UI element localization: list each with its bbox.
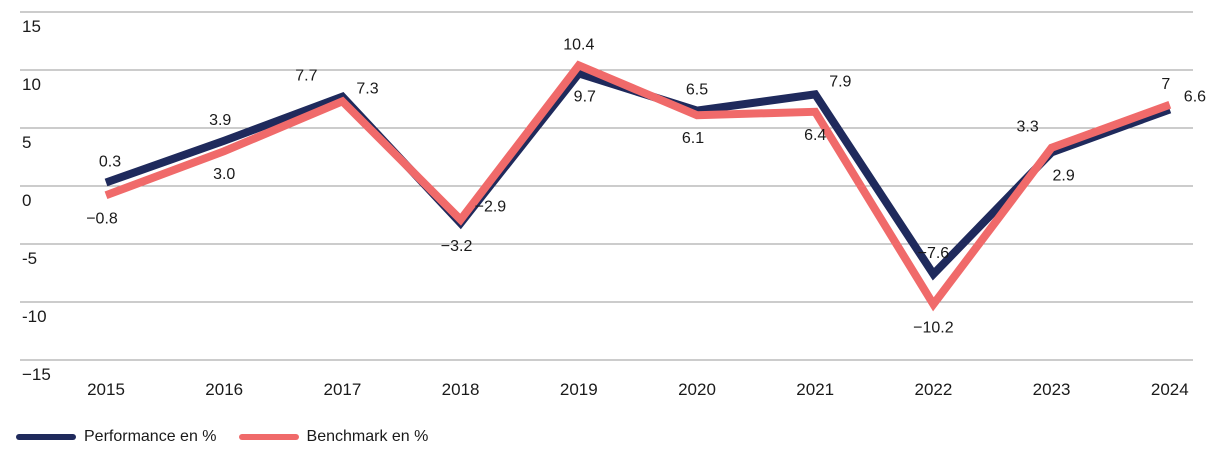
- x-tick-label: 2023: [1033, 380, 1071, 399]
- y-tick-label: -10: [22, 307, 47, 326]
- legend-item-benchmark: Benchmark en %: [238, 428, 429, 446]
- data-label-benchmark: 6.4: [804, 127, 826, 144]
- data-label-benchmark: 6.1: [682, 130, 704, 147]
- data-label-benchmark: 3.3: [1016, 119, 1038, 136]
- y-tick-label: 0: [22, 191, 31, 210]
- series-lines: [104, 60, 1172, 312]
- x-tick-label: 2021: [796, 380, 834, 399]
- data-label-benchmark: −2.9: [475, 199, 507, 216]
- y-tick-label: 5: [22, 133, 31, 152]
- x-tick-label: 2018: [442, 380, 480, 399]
- x-axis-ticks: 2015 2016 2017 2018 2019 2020 2021 2022 2023 2024: [87, 380, 1189, 399]
- data-label-performance: −3.2: [441, 238, 473, 255]
- x-tick-label: 2017: [323, 380, 361, 399]
- x-tick-label: 2024: [1151, 380, 1189, 399]
- data-label-benchmark: 10.4: [563, 36, 594, 53]
- data-label-benchmark: 3.0: [213, 166, 235, 183]
- legend-swatch-benchmark: [238, 434, 299, 440]
- x-tick-label: 2019: [560, 380, 598, 399]
- data-label-performance: 6.6: [1184, 88, 1206, 105]
- gridlines: [20, 11, 1193, 361]
- legend-label-benchmark: Benchmark en %: [306, 428, 429, 445]
- y-tick-label: -5: [22, 249, 37, 268]
- y-axis-ticks: 15 10 5 0 -5 -10 −15: [22, 17, 51, 384]
- x-tick-label: 2015: [87, 380, 125, 399]
- x-tick-label: 2020: [678, 380, 716, 399]
- y-tick-label: −15: [22, 365, 51, 384]
- data-label-performance: 7.7: [295, 68, 317, 85]
- data-labels: 0.3 3.9 7.7 −3.2 9.7 6.5 7.9 −7.6 2.9 6.6 −0.8 3.0 7…: [86, 36, 1206, 336]
- legend-swatch-performance: [16, 434, 76, 440]
- data-label-performance: −7.6: [918, 245, 950, 262]
- data-label-performance: 6.5: [686, 82, 708, 99]
- x-tick-label: 2016: [205, 380, 243, 399]
- data-label-benchmark: 7: [1161, 76, 1170, 93]
- y-tick-label: 15: [22, 17, 41, 36]
- x-tick-label: 2022: [914, 380, 952, 399]
- data-label-benchmark: −10.2: [913, 319, 954, 336]
- legend-item-performance: Performance en %: [16, 428, 217, 446]
- legend-label-performance: Performance en %: [84, 428, 217, 445]
- legend: Performance en % Benchmark en %: [16, 428, 450, 446]
- data-label-performance: 9.7: [574, 88, 596, 105]
- data-label-performance: 7.9: [829, 73, 851, 90]
- y-tick-label: 10: [22, 75, 41, 94]
- data-label-performance: 2.9: [1052, 167, 1074, 184]
- data-label-benchmark: −0.8: [86, 210, 118, 227]
- series-line-benchmark: [104, 60, 1172, 312]
- data-label-benchmark: 7.3: [356, 80, 378, 97]
- data-label-performance: 3.9: [209, 112, 231, 129]
- data-label-performance: 0.3: [99, 154, 121, 171]
